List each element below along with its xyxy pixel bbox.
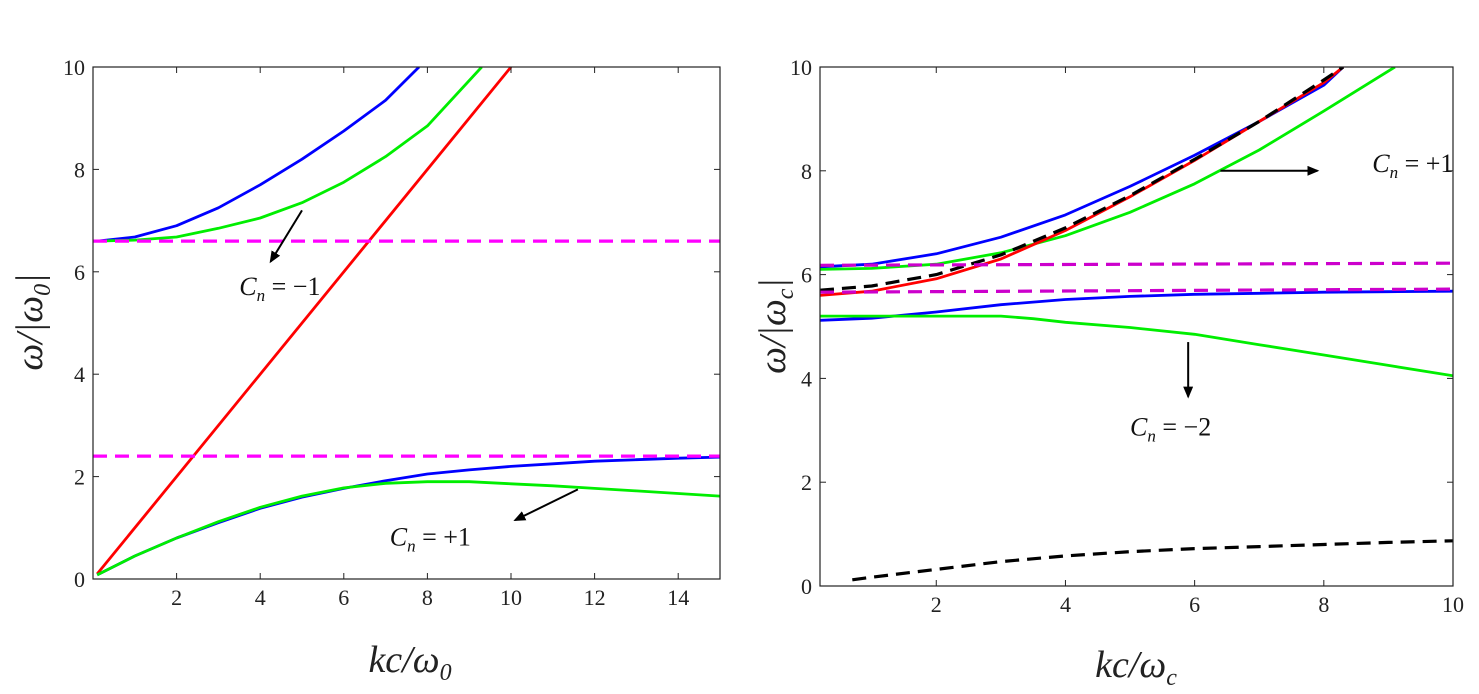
right-y-tick-label: 10 — [790, 55, 812, 80]
right-y-tick-label: 0 — [801, 574, 812, 599]
right-x-axis-label: kc/ωc — [1095, 644, 1177, 691]
right-chart-panel: 2 4 6 8 10 0 2 4 6 8 10 Cn = +1 Cn = −2 kc/ωc ω/|ωc… — [752, 55, 1464, 691]
left-y-tick-label: 0 — [74, 567, 85, 592]
right-series-resonance-lower — [820, 287, 1453, 294]
left-x-tick-label: 12 — [584, 585, 606, 610]
left-x-tick-label: 10 — [500, 585, 522, 610]
left-x-tick-label: 2 — [171, 585, 182, 610]
right-y-tick-label: 4 — [801, 366, 812, 391]
left-annotation-arrow — [513, 488, 579, 522]
left-annotation-label: Cn = −1 — [239, 272, 320, 305]
left-y-tick-label: 2 — [74, 465, 85, 490]
left-y-tick-label: 8 — [74, 157, 85, 182]
left-series-light-line — [96, 67, 513, 575]
left-series-upper-green — [97, 67, 483, 243]
left-plot-frame — [92, 66, 721, 580]
left-x-tick-label: 14 — [667, 585, 689, 610]
left-y-axis-label: ω/|ω0| — [9, 273, 56, 370]
right-x-tick-label: 10 — [1442, 592, 1464, 617]
right-series-upper-green — [820, 67, 1396, 271]
right-annotation-label: Cn = −2 — [1130, 412, 1211, 445]
left-y-tick-label: 6 — [74, 260, 85, 285]
left-x-tick-label: 4 — [255, 585, 266, 610]
right-x-tick-label: 8 — [1318, 592, 1329, 617]
right-y-tick-label: 8 — [801, 159, 812, 184]
left-annotation-label: Cn = +1 — [390, 523, 471, 556]
right-x-tick-label: 2 — [931, 592, 942, 617]
left-x-axis-label: kc/ω0 — [368, 639, 451, 686]
right-y-tick-label: 6 — [801, 263, 812, 288]
right-x-tick-label: 6 — [1189, 592, 1200, 617]
right-plot-frame — [819, 66, 1454, 587]
right-series-resonance-upper — [820, 261, 1453, 267]
left-series-lower-green — [96, 480, 720, 577]
left-y-tick-label: 4 — [74, 362, 85, 387]
right-annotation-label: Cn = +1 — [1372, 149, 1453, 182]
left-x-tick-label: 6 — [338, 585, 349, 610]
right-series-upper-blue — [820, 67, 1345, 269]
left-chart-panel: 2 4 6 8 10 12 14 0 2 4 6 8 10 Cn = −1 Cn = +1 kc/ω0 ω… — [9, 55, 721, 686]
right-series-black-dashed-upper — [820, 67, 1345, 292]
right-series-black-dashed-lower — [852, 539, 1453, 582]
left-annotation-arrow — [269, 209, 303, 264]
right-y-axis-label: ω/|ωc| — [752, 278, 799, 374]
right-y-tick-label: 2 — [801, 470, 812, 495]
right-series-middle-green — [820, 314, 1453, 378]
right-x-tick-label: 4 — [1060, 592, 1071, 617]
right-series-middle-blue — [820, 289, 1453, 322]
left-series-upper-blue — [97, 67, 420, 243]
left-series-lower-blue — [96, 455, 720, 577]
left-y-tick-label: 10 — [63, 55, 85, 80]
left-x-tick-label: 8 — [422, 585, 433, 610]
